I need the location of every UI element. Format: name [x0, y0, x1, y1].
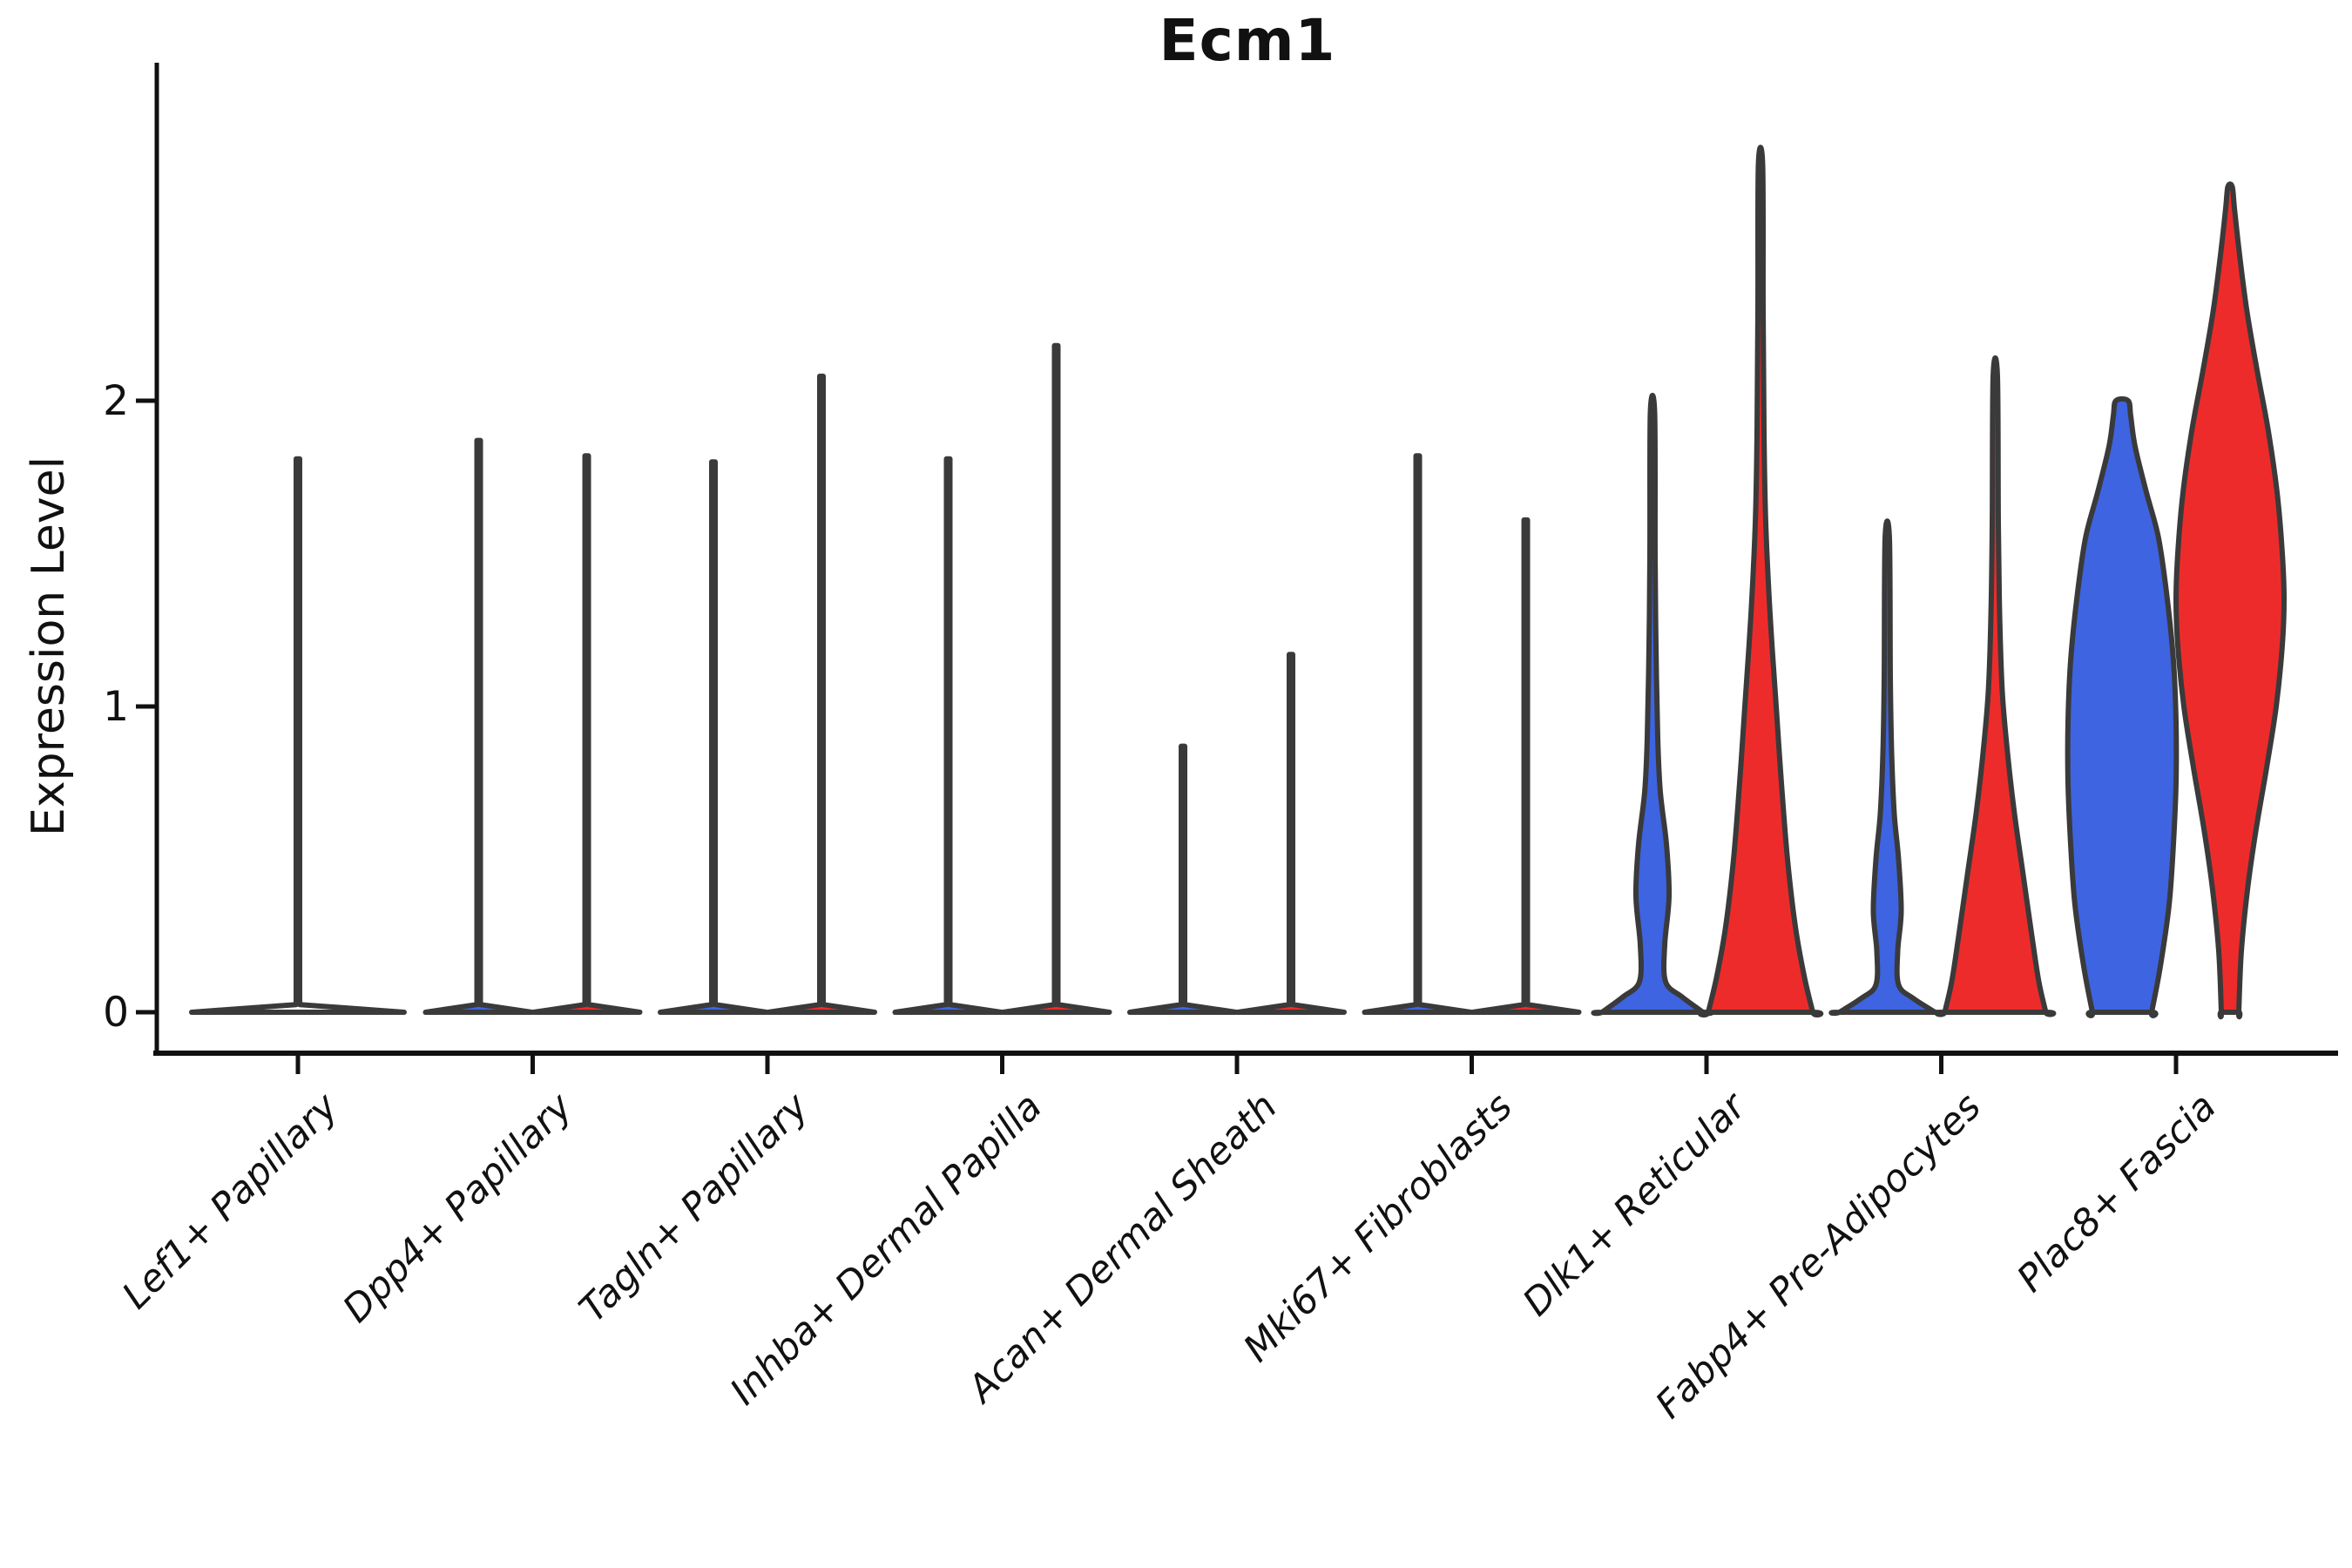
violin-blue-cat4 — [1127, 743, 1239, 1015]
axes-layer — [136, 63, 2338, 1074]
violin-red-cat4 — [1235, 652, 1347, 1015]
violin-single-cat0 — [189, 456, 407, 1015]
violin-blue-cat3 — [892, 456, 1004, 1015]
violin-red-cat3 — [1000, 342, 1112, 1015]
violin-red-cat2 — [766, 373, 877, 1015]
y-tick-label-0: 0 — [103, 989, 129, 1037]
y-tick-label-1: 1 — [103, 683, 129, 731]
chart-title: Ecm1 — [1159, 7, 1336, 74]
violin-red-cat6 — [1697, 145, 1824, 1018]
violin-layer — [189, 145, 2287, 1020]
violin-blue-cat7 — [1828, 518, 1946, 1017]
y-axis-title: Expression Level — [23, 456, 75, 837]
violin-blue-cat5 — [1362, 453, 1474, 1015]
violin-red-cat7 — [1934, 355, 2057, 1017]
violin-red-cat1 — [531, 453, 643, 1015]
y-tick-label-2: 2 — [103, 377, 129, 425]
violin-blue-cat1 — [422, 437, 535, 1015]
violin-blue-cat2 — [658, 459, 769, 1015]
violin-red-cat5 — [1470, 517, 1582, 1015]
violin-blue-cat6 — [1591, 392, 1714, 1017]
violin-blue-cat8 — [2065, 395, 2180, 1018]
violin-red-cat8 — [2173, 181, 2287, 1020]
